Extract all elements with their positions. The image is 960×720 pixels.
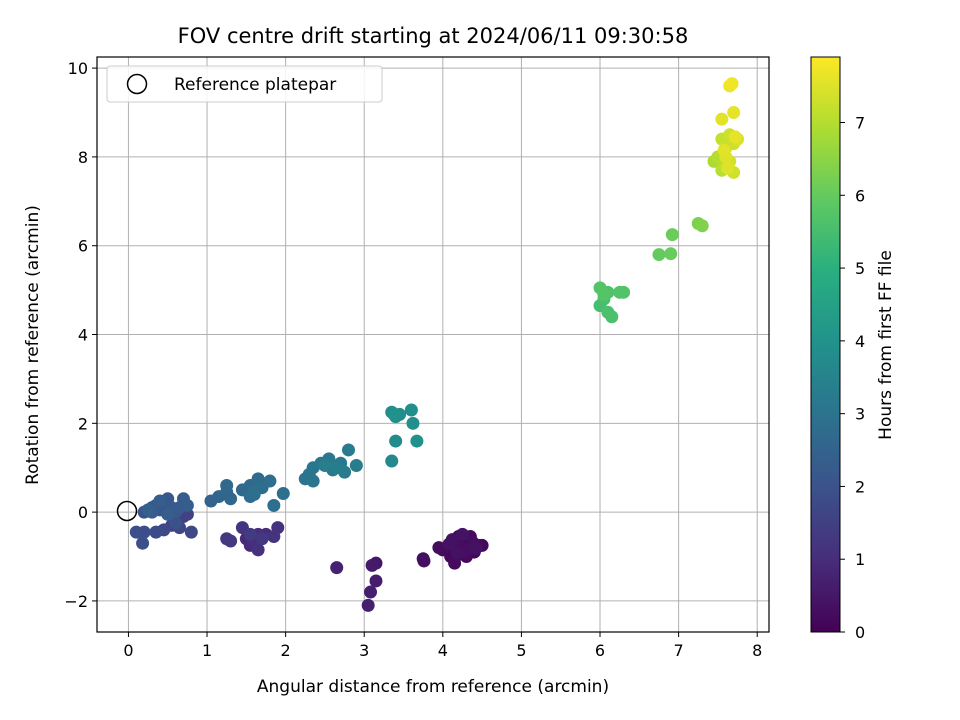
colorbar-label: Hours from first FF file [876,250,896,440]
y-tick-label: 0 [78,503,88,522]
data-point [247,485,261,499]
data-point [717,143,731,157]
data-point [369,574,383,588]
x-tick-label: 0 [123,641,133,660]
data-point [385,454,399,468]
data-point [251,543,265,557]
data-point [715,112,729,126]
x-tick-label: 2 [281,641,291,660]
data-point [255,532,269,546]
y-axis-label: Rotation from reference (arcmin) [23,205,43,485]
data-point [410,434,424,448]
colorbar-tick-label: 5 [855,259,865,278]
colorbar-tick-label: 4 [855,332,865,351]
data-point [442,537,456,551]
y-tick-label: −2 [64,592,88,611]
x-tick-label: 6 [595,641,605,660]
data-point [276,486,290,500]
colorbar-tick-label: 7 [855,114,865,133]
x-tick-label: 5 [516,641,526,660]
legend-entry-reference: Reference platepar [174,75,336,95]
data-point [597,288,611,302]
data-point [725,77,739,91]
data-point [417,554,431,568]
legend: Reference platepar [106,65,383,103]
x-tick-label: 4 [438,641,448,660]
data-point [330,561,344,575]
data-point [349,458,363,472]
data-point [330,461,344,475]
data-point [141,503,155,517]
colorbar-gradient [810,56,841,633]
x-tick-label: 7 [674,641,684,660]
data-point [136,536,150,550]
data-point [184,525,198,539]
data-point [129,525,143,539]
colorbar-tick-label: 3 [855,405,865,424]
data-point [728,130,742,144]
data-point [361,598,375,612]
data-points [129,77,745,612]
x-tick-label: 1 [202,641,212,660]
data-point [695,219,709,233]
data-point [387,407,401,421]
y-tick-label: 2 [78,414,88,433]
data-point [180,498,194,512]
grid [97,57,769,632]
legend-box [106,65,383,103]
x-axis: 0 1 2 3 4 5 6 7 8 [123,632,762,660]
data-point [455,527,469,541]
y-tick-label: 8 [78,148,88,167]
data-point [652,248,666,262]
colorbar-tick-label: 1 [855,550,865,569]
data-point [267,498,281,512]
data-point [224,492,238,506]
data-point [406,416,420,430]
y-tick-label: 6 [78,237,88,256]
colorbar-tick-label: 0 [855,623,865,642]
legend-marker [126,73,148,95]
data-point [267,530,281,544]
colorbar-tick-label: 6 [855,186,865,205]
data-point [617,285,631,299]
data-point [720,161,734,175]
data-point [605,310,619,324]
data-point [665,228,679,242]
data-point [389,434,403,448]
data-point [727,106,741,120]
data-point [220,478,234,492]
colorbar-ticks: 0 1 2 3 4 5 6 7 [840,114,865,642]
data-point [161,507,175,521]
colorbar-tick-label: 2 [855,477,865,496]
data-point [432,541,446,555]
x-tick-label: 3 [359,641,369,660]
colorbar: 0 1 2 3 4 5 6 7 Hours from first FF file [810,56,896,642]
data-point [263,474,277,488]
y-axis: −2 0 2 4 6 8 10 [64,59,97,611]
x-axis-label: Angular distance from reference (arcmin) [257,677,609,697]
data-point [149,525,163,539]
data-point [664,247,678,261]
x-tick-label: 8 [752,641,762,660]
data-point [342,443,356,457]
y-tick-label: 4 [78,326,88,345]
data-point [243,527,257,541]
y-tick-label: 10 [68,59,88,78]
data-point [364,585,378,599]
data-point [169,516,183,530]
data-point [306,474,320,488]
data-point [365,558,379,572]
data-point [224,534,238,548]
data-point [448,556,462,570]
data-point [469,542,483,556]
data-point [153,494,167,508]
data-point [450,546,464,560]
chart-title: FOV centre drift starting at 2024/06/11 … [178,24,689,48]
reference-platepar-marker [116,500,138,522]
data-point [404,403,418,417]
data-point [318,458,332,472]
plot-frame [96,56,770,633]
